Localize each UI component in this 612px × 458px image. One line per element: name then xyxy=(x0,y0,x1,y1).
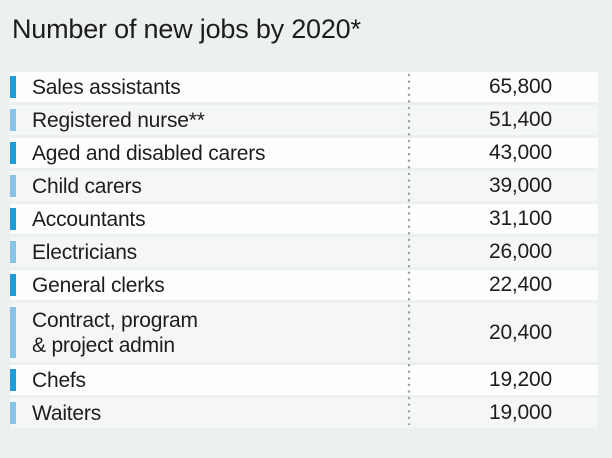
job-value: 65,800 xyxy=(488,75,552,98)
job-value: 43,000 xyxy=(488,141,552,164)
table-row: Electricians 26,000 xyxy=(10,237,598,267)
jobs-table: Sales assistants 65,800 Registered nurse… xyxy=(10,72,598,428)
table-row: Chefs 19,200 xyxy=(10,365,598,395)
table-row: Sales assistants 65,800 xyxy=(10,72,598,102)
job-value: 19,200 xyxy=(488,368,552,391)
table-row: Registered nurse** 51,400 xyxy=(10,105,598,135)
row-accent-bar xyxy=(10,274,16,296)
job-value: 22,400 xyxy=(488,273,552,296)
table-row: Aged and disabled carers 43,000 xyxy=(10,138,598,168)
job-label: Child carers xyxy=(32,174,142,198)
row-accent-bar xyxy=(10,175,16,197)
job-label: Accountants xyxy=(32,207,146,231)
chart-title: Number of new jobs by 2020* xyxy=(12,14,361,44)
table-row: Child carers 39,000 xyxy=(10,171,598,201)
job-label: Aged and disabled carers xyxy=(32,141,266,165)
job-value: 20,400 xyxy=(488,320,552,344)
job-value: 19,000 xyxy=(488,401,552,424)
table-row: Accountants 31,100 xyxy=(10,204,598,234)
table-row: General clerks 22,400 xyxy=(10,270,598,300)
row-accent-bar xyxy=(10,109,16,131)
job-label: Sales assistants xyxy=(32,75,181,99)
job-label: Waiters xyxy=(32,401,101,425)
row-accent-bar xyxy=(10,307,16,358)
row-accent-bar xyxy=(10,241,16,263)
job-value: 26,000 xyxy=(488,240,552,263)
table-row: Waiters 19,000 xyxy=(10,398,598,428)
table-row: Contract, program & project admin 20,400 xyxy=(10,303,598,362)
job-label: General clerks xyxy=(32,273,165,297)
row-accent-bar xyxy=(10,369,16,391)
job-label: Electricians xyxy=(32,240,137,264)
row-accent-bar xyxy=(10,76,16,98)
job-value: 39,000 xyxy=(488,174,552,197)
job-value: 31,100 xyxy=(488,207,552,230)
row-accent-bar xyxy=(10,208,16,230)
job-value: 51,400 xyxy=(488,108,552,131)
row-accent-bar xyxy=(10,402,16,424)
job-label: Contract, program & project admin xyxy=(32,308,198,357)
row-accent-bar xyxy=(10,142,16,164)
job-label: Registered nurse** xyxy=(32,108,205,132)
job-label: Chefs xyxy=(32,368,86,392)
